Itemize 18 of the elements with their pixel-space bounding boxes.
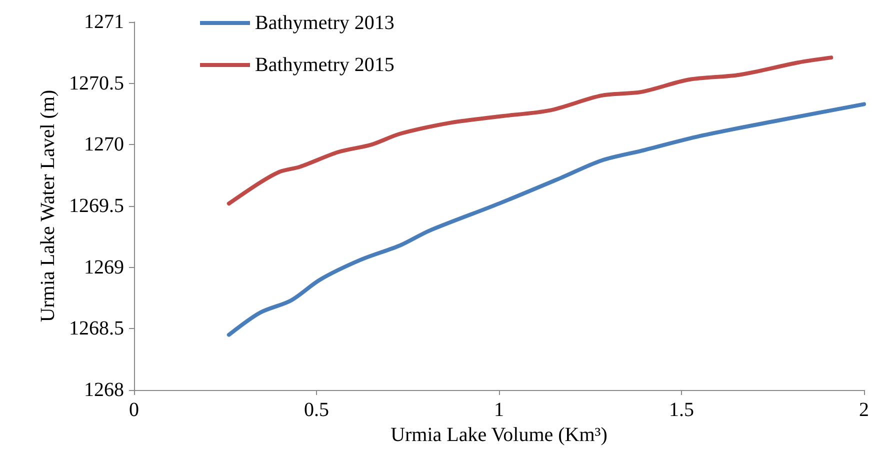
x-tick-label: 0.5 xyxy=(304,399,329,421)
y-axis-title: Urmia Lake Water Lavel (m) xyxy=(37,90,60,322)
x-axis-title: Urmia Lake Volume (Km³) xyxy=(390,424,608,446)
y-tick-label: 1269.5 xyxy=(69,195,124,217)
x-tick-label: 1 xyxy=(494,399,504,421)
line-series xyxy=(226,102,866,337)
y-tick-label: 1268.5 xyxy=(69,318,124,340)
y-tick-label: 1270.5 xyxy=(69,72,124,94)
y-tick-label: 1271 xyxy=(84,11,124,33)
y-tick-label: 1270 xyxy=(84,134,124,156)
x-tick-label: 2 xyxy=(859,399,869,421)
legend-label: Bathymetry 2013 xyxy=(255,12,394,34)
y-tick-label: 1268 xyxy=(84,379,124,401)
y-tick-label: 1269 xyxy=(84,256,124,278)
x-tick-label: 0 xyxy=(129,399,139,421)
x-tick-label: 1.5 xyxy=(669,399,694,421)
legend-label: Bathymetry 2015 xyxy=(255,54,394,76)
line-series xyxy=(226,56,834,206)
